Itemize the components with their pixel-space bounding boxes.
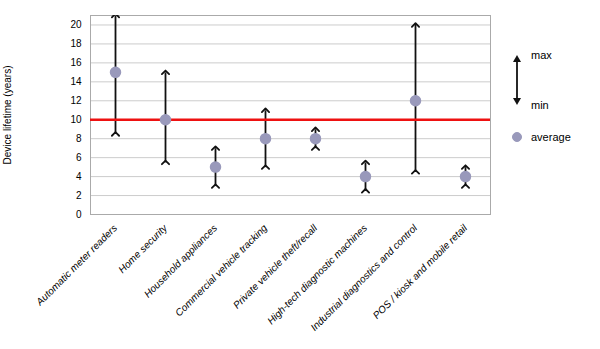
svg-text:Household appliances: Household appliances <box>141 222 220 300</box>
svg-text:10: 10 <box>70 114 82 125</box>
svg-text:12: 12 <box>70 95 82 106</box>
svg-text:6: 6 <box>76 152 82 163</box>
svg-text:average: average <box>531 131 571 143</box>
svg-text:Home security: Home security <box>116 222 170 276</box>
svg-text:14: 14 <box>70 76 82 87</box>
svg-text:High-tech diagnostic machines: High-tech diagnostic machines <box>265 222 369 326</box>
svg-text:4: 4 <box>76 171 82 182</box>
svg-text:Device lifetime (years): Device lifetime (years) <box>2 66 13 165</box>
svg-text:POS / kiosk and mobile retail: POS / kiosk and mobile retail <box>371 222 470 321</box>
svg-text:Private vehicle theft/recall: Private vehicle theft/recall <box>231 222 320 311</box>
svg-text:0: 0 <box>76 209 82 220</box>
svg-text:2: 2 <box>76 190 82 201</box>
svg-text:Automatic meter readers: Automatic meter readers <box>33 222 119 308</box>
svg-text:20: 20 <box>70 19 82 30</box>
svg-text:16: 16 <box>70 57 82 68</box>
svg-text:max: max <box>531 49 552 61</box>
svg-text:Industrial diagnostics and con: Industrial diagnostics and control <box>308 222 419 333</box>
svg-text:8: 8 <box>76 133 82 144</box>
svg-text:18: 18 <box>70 38 82 49</box>
svg-text:min: min <box>531 99 549 111</box>
svg-text:Commercial vehicle tracking: Commercial vehicle tracking <box>173 222 270 319</box>
